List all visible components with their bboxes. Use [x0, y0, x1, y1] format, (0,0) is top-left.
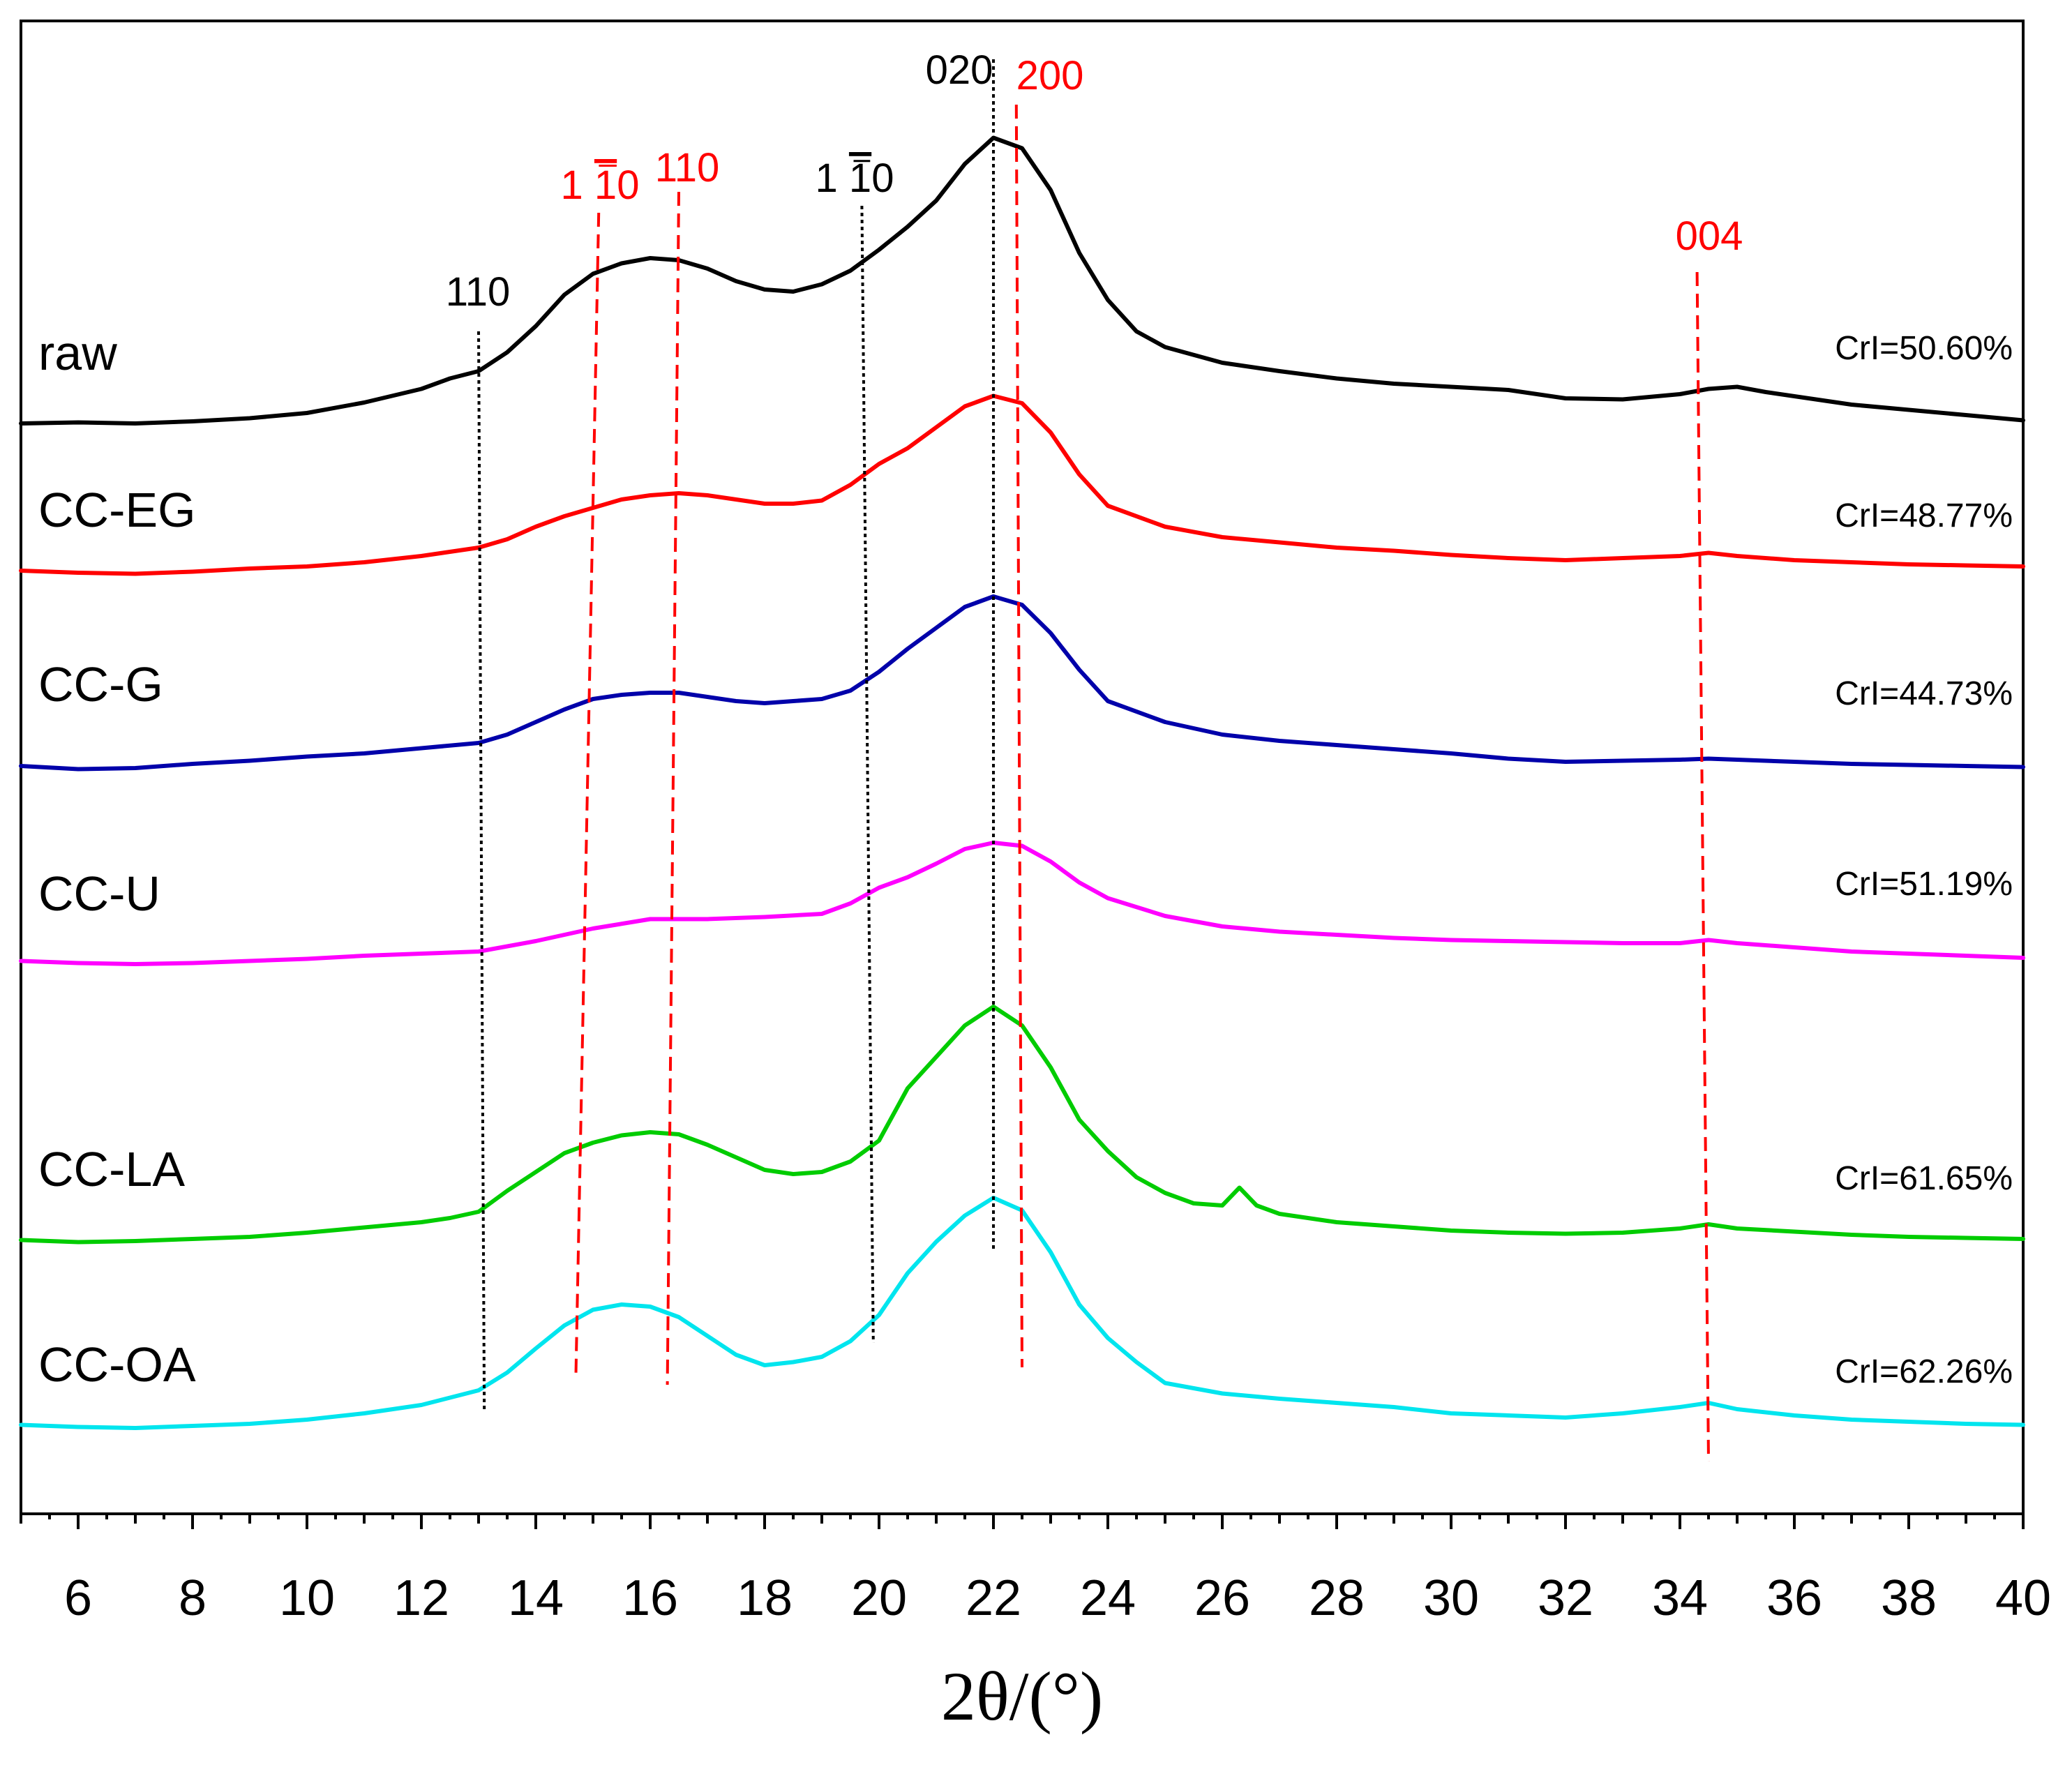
x-tick-label: 20 [851, 1570, 907, 1626]
cri-label-cc-oa: CrI=62.26% [1835, 1353, 2013, 1390]
x-axis: 6 8 10 12 14 16 18 20 22 24 26 28 30 32 34 36 38 40 [20, 1514, 2051, 1626]
peak-label-020-black: 020 [926, 47, 993, 93]
peak-line-200-red [1014, 104, 1023, 1368]
peak-label-110-red: 110 [655, 145, 719, 190]
cri-label-cc-u: CrI=51.19% [1835, 866, 2013, 903]
series-line-cc-u [19, 841, 2025, 966]
cri-labels: CrI=50.60% CrI=48.77% CrI=44.73% CrI=51.19%… [1835, 330, 2013, 1390]
x-tick-label: 32 [1538, 1570, 1593, 1626]
series-line-raw [19, 135, 2025, 426]
x-tick-label: 8 [179, 1570, 207, 1626]
peak-lines [477, 59, 1710, 1462]
series-line-cc-g [19, 594, 2025, 772]
x-tick-label: 34 [1652, 1570, 1708, 1626]
peak-label-110-black: 110 [446, 269, 510, 315]
series-line-cc-eg [19, 393, 2025, 576]
x-tick-label: 36 [1766, 1570, 1822, 1626]
peak-line-1-10-red [574, 212, 601, 1378]
peak-label-1-10-black: 1 10 [816, 156, 894, 201]
x-tick-label: 30 [1423, 1570, 1479, 1626]
series-label-cc-oa: CC-OA [38, 1337, 196, 1392]
x-tick-label: 16 [622, 1570, 678, 1626]
cri-label-raw: CrI=50.60% [1835, 330, 2013, 367]
peak-label-1-10-red: 1 10 [561, 163, 640, 208]
x-tick-label: 28 [1309, 1570, 1365, 1626]
x-tick-label: 40 [1995, 1570, 2051, 1626]
series-labels: raw CC-EG CC-G CC-U CC-LA CC-OA [38, 326, 196, 1392]
cri-label-cc-la: CrI=61.65% [1835, 1160, 2013, 1197]
series-label-raw: raw [38, 326, 117, 380]
x-tick-label: 26 [1194, 1570, 1250, 1626]
peak-line-004-red [1695, 271, 1710, 1462]
cri-label-cc-eg: CrI=48.77% [1835, 497, 2013, 534]
series-label-cc-u: CC-U [38, 866, 160, 921]
x-tick-label: 24 [1080, 1570, 1136, 1626]
x-tick-label: 38 [1881, 1570, 1937, 1626]
cri-label-cc-g: CrI=44.73% [1835, 675, 2013, 712]
peak-label-004-red: 004 [1676, 213, 1743, 259]
series-label-cc-eg: CC-EG [38, 483, 196, 537]
x-axis-label: 2θ/(°) [941, 1658, 1103, 1735]
x-tick-label: 10 [279, 1570, 335, 1626]
series-line-cc-la [19, 1005, 2025, 1245]
x-tick-label: 14 [508, 1570, 564, 1626]
peak-labels: 110 1 10 020 1 10 110 200 004 [446, 47, 1743, 315]
peak-line-110-red [666, 191, 680, 1385]
series-label-cc-la: CC-LA [38, 1142, 185, 1196]
series-label-cc-g: CC-G [38, 657, 163, 712]
peak-label-200-red: 200 [1016, 53, 1084, 98]
peak-line-110-black [477, 331, 486, 1413]
series-group [19, 135, 2025, 1430]
peak-line-1-10-black [860, 205, 875, 1344]
x-tick-label: 18 [737, 1570, 793, 1626]
x-tick-label: 6 [64, 1570, 92, 1626]
series-line-cc-oa [19, 1196, 2025, 1430]
x-tick-label: 12 [393, 1570, 449, 1626]
x-tick-label: 22 [966, 1570, 1021, 1626]
